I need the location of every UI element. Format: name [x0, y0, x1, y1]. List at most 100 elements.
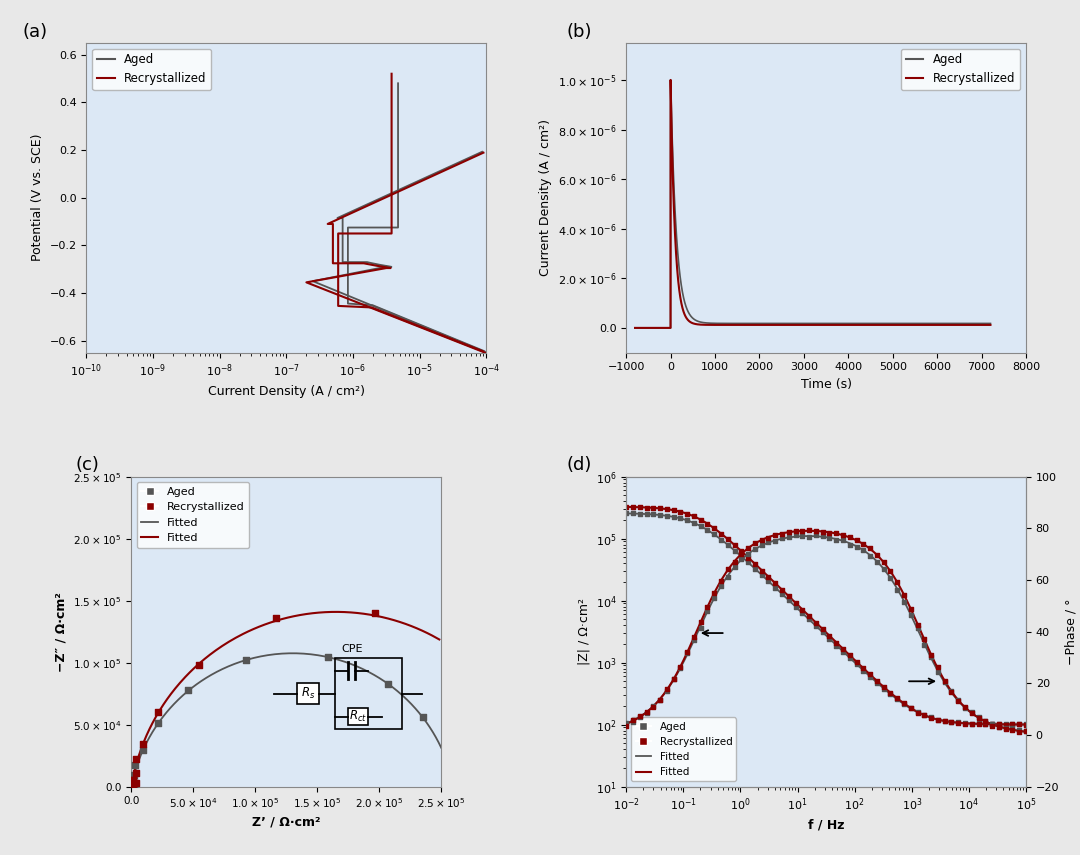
- Point: [618, 719, 635, 733]
- Point: [190, 658, 207, 672]
- Point: [773, 532, 791, 545]
- Point: [922, 650, 940, 663]
- Point: [875, 681, 892, 695]
- Point: [957, 700, 974, 714]
- Point: [984, 717, 1001, 731]
- Point: [916, 709, 933, 722]
- Point: [909, 622, 927, 635]
- Point: [767, 576, 784, 590]
- Point: [672, 511, 689, 525]
- Legend: Aged, Recrystallized, Fitted, Fitted: Aged, Recrystallized, Fitted, Fitted: [632, 717, 737, 781]
- Point: [862, 549, 879, 563]
- Point: [976, 717, 994, 731]
- Point: [990, 717, 1008, 731]
- Point: [970, 716, 987, 730]
- Point: [814, 525, 832, 539]
- Point: [645, 501, 662, 515]
- Legend: Aged, Recrystallized: Aged, Recrystallized: [92, 49, 212, 90]
- Point: [415, 711, 432, 724]
- Point: [970, 711, 987, 725]
- Point: [713, 580, 730, 593]
- Point: [746, 562, 764, 575]
- Point: [821, 527, 838, 540]
- Point: [719, 532, 737, 545]
- Point: [916, 633, 933, 646]
- Point: [726, 544, 743, 557]
- Point: [963, 716, 981, 730]
- Point: [1017, 724, 1035, 738]
- Point: [692, 621, 710, 634]
- Point: [773, 587, 791, 601]
- Point: [835, 533, 852, 546]
- Point: [943, 715, 960, 728]
- Point: [319, 651, 336, 664]
- Point: [149, 716, 166, 729]
- Point: [875, 556, 892, 569]
- Point: [862, 668, 879, 681]
- Point: [638, 705, 656, 719]
- Point: [699, 604, 716, 617]
- Point: [835, 642, 852, 656]
- Point: [929, 713, 946, 727]
- X-axis label: Time (s): Time (s): [800, 378, 852, 391]
- Point: [124, 774, 141, 787]
- Point: [1017, 724, 1035, 738]
- X-axis label: f / Hz: f / Hz: [808, 818, 845, 831]
- Point: [882, 687, 900, 700]
- Point: [624, 507, 642, 521]
- Point: [732, 545, 750, 558]
- Point: [794, 529, 811, 543]
- Point: [963, 716, 981, 730]
- Point: [868, 675, 886, 688]
- Legend: Aged, Recrystallized, Fitted, Fitted: Aged, Recrystallized, Fitted, Fitted: [137, 482, 249, 548]
- Point: [807, 528, 824, 542]
- Point: [943, 716, 960, 729]
- Point: [760, 535, 778, 549]
- Point: [732, 546, 750, 560]
- Point: [841, 652, 859, 665]
- Point: [753, 533, 770, 546]
- Point: [134, 737, 151, 751]
- Point: [902, 608, 919, 622]
- Point: [651, 693, 669, 707]
- Point: [379, 677, 396, 691]
- Point: [889, 693, 906, 706]
- Point: [854, 538, 872, 551]
- Point: [705, 522, 723, 535]
- Point: [624, 715, 642, 728]
- Point: [665, 673, 683, 687]
- Point: [665, 504, 683, 517]
- Point: [651, 693, 669, 706]
- Point: [125, 768, 143, 781]
- Point: [875, 562, 892, 575]
- Point: [123, 773, 140, 787]
- Point: [854, 543, 872, 557]
- Point: [936, 714, 954, 728]
- Point: [868, 555, 886, 569]
- Point: [976, 717, 994, 731]
- Point: [916, 709, 933, 722]
- Point: [936, 714, 954, 728]
- Point: [787, 596, 805, 610]
- Point: [672, 661, 689, 675]
- Point: [726, 560, 743, 574]
- Point: [631, 711, 648, 724]
- Point: [976, 714, 994, 728]
- Point: [686, 510, 703, 523]
- Legend: Aged, Recrystallized: Aged, Recrystallized: [901, 49, 1021, 90]
- Point: [678, 507, 696, 521]
- Point: [686, 629, 703, 643]
- Point: [760, 531, 778, 545]
- Point: [922, 711, 940, 724]
- Point: [658, 682, 675, 696]
- Point: [787, 600, 805, 614]
- Point: [125, 779, 143, 793]
- Point: [848, 533, 865, 546]
- Point: [957, 716, 974, 729]
- Point: [638, 705, 656, 719]
- Point: [740, 541, 757, 555]
- Point: [963, 706, 981, 720]
- Point: [753, 563, 770, 577]
- Point: [848, 655, 865, 669]
- Point: [726, 538, 743, 551]
